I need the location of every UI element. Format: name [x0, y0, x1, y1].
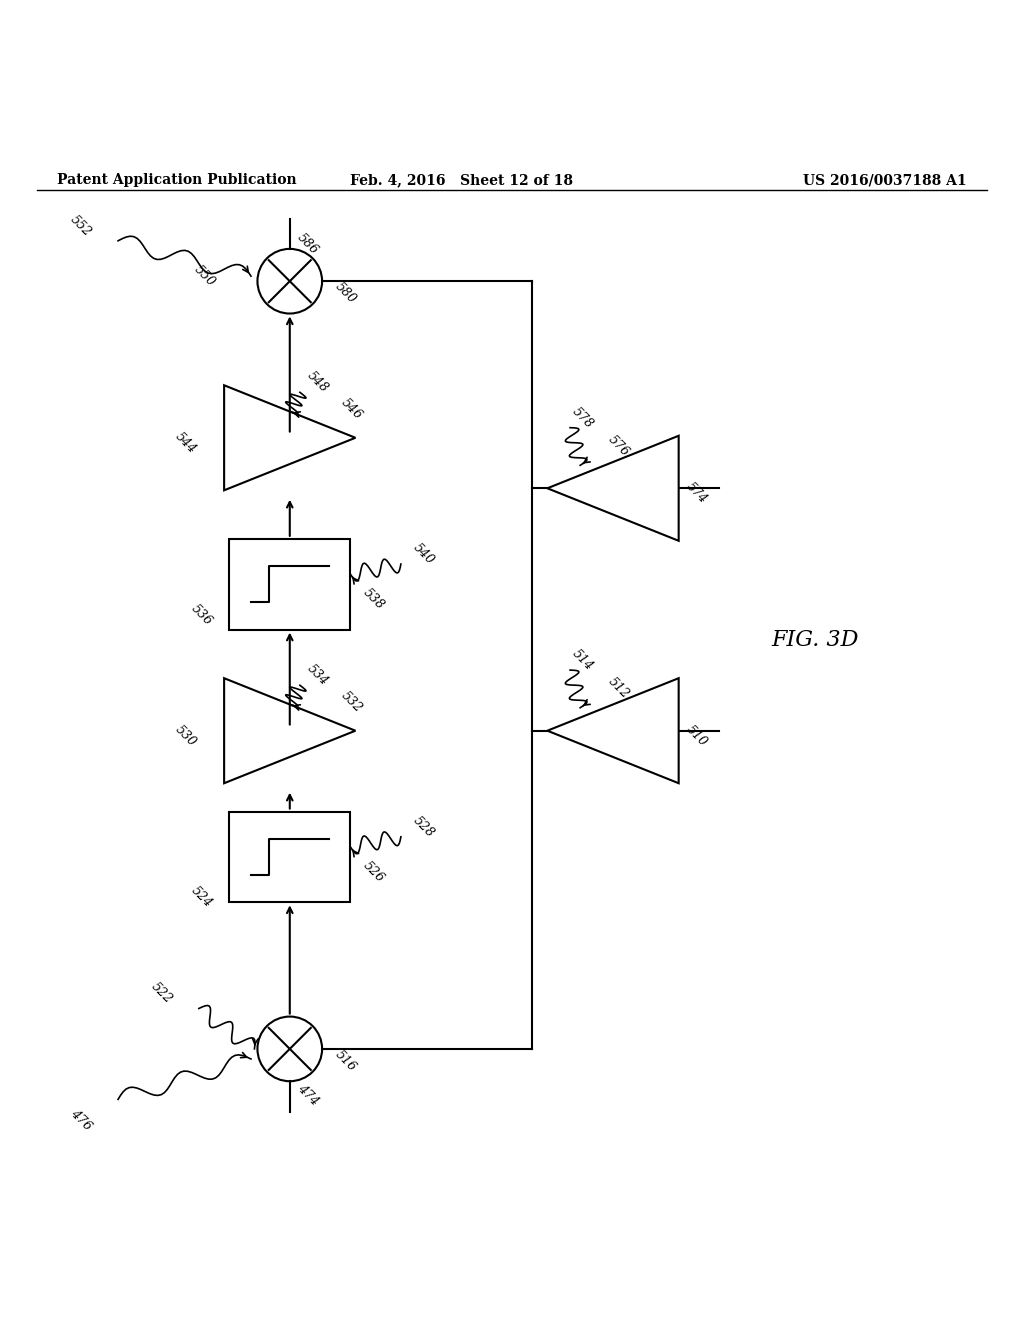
Text: 552: 552: [68, 213, 94, 239]
Text: 524: 524: [188, 884, 215, 911]
Text: Feb. 4, 2016   Sheet 12 of 18: Feb. 4, 2016 Sheet 12 of 18: [350, 173, 573, 187]
Text: 574: 574: [684, 480, 710, 507]
Bar: [229, 812, 350, 903]
Text: 534: 534: [305, 663, 331, 688]
Text: 580: 580: [332, 280, 358, 306]
Text: 576: 576: [605, 433, 632, 459]
Text: 550: 550: [191, 263, 218, 289]
Text: 522: 522: [148, 981, 174, 1006]
Text: FIG. 3D: FIG. 3D: [771, 628, 859, 651]
Bar: [229, 539, 350, 630]
Text: 578: 578: [570, 404, 596, 430]
Text: 526: 526: [360, 859, 387, 886]
Text: 536: 536: [188, 602, 215, 627]
Text: 510: 510: [684, 722, 710, 748]
Text: 540: 540: [411, 541, 437, 568]
Text: 538: 538: [360, 586, 387, 612]
Text: 514: 514: [570, 647, 596, 673]
Text: 532: 532: [338, 689, 365, 715]
Text: Patent Application Publication: Patent Application Publication: [57, 173, 297, 187]
Text: US 2016/0037188 A1: US 2016/0037188 A1: [803, 173, 967, 187]
Text: 586: 586: [295, 231, 321, 257]
Text: 474: 474: [295, 1082, 321, 1109]
Text: 476: 476: [68, 1106, 94, 1133]
Text: 546: 546: [338, 396, 365, 422]
Text: 548: 548: [305, 370, 331, 395]
Text: 544: 544: [173, 430, 199, 455]
Text: 530: 530: [173, 722, 199, 748]
Text: 528: 528: [411, 813, 437, 840]
Text: 512: 512: [605, 676, 632, 701]
Text: 516: 516: [332, 1048, 358, 1074]
